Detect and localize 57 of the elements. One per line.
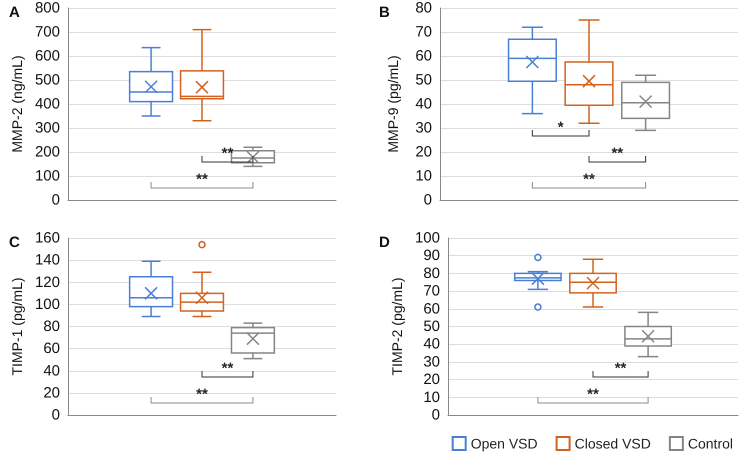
y-tick-label: 120	[34, 274, 60, 291]
y-tick-label: 60	[43, 340, 60, 358]
annotation: **	[222, 360, 234, 377]
y-tick-label: 0	[52, 406, 60, 424]
chart-title: B	[379, 4, 390, 21]
y-tick-label: 30	[423, 353, 440, 370]
y-tick-label: 100	[34, 296, 60, 313]
y-tick-label: 160	[34, 230, 60, 246]
chart-title: D	[379, 234, 390, 251]
y-tick-label: 80	[415, 0, 432, 16]
y-tick-label: 90	[423, 247, 440, 264]
y-tick-label: 70	[415, 24, 432, 40]
y-tick-label: 0	[432, 406, 440, 424]
y-tick-label: 600	[34, 48, 60, 64]
y-tick-label: 0	[424, 192, 432, 208]
y-tick-label: 60	[423, 300, 440, 318]
y-tick-label: 40	[423, 336, 440, 353]
y-axis-title: MMP-9 (pg/mL)	[385, 55, 401, 153]
y-tick-label: 50	[423, 318, 440, 335]
legend-label: Control	[688, 436, 734, 452]
y-tick-label: 800	[34, 0, 60, 16]
y-tick-label: 10	[415, 168, 432, 184]
y-tick-label: 40	[415, 96, 432, 112]
y-tick-label: 100	[414, 230, 440, 246]
annotation: **	[196, 171, 208, 188]
y-tick-label: 80	[43, 318, 60, 335]
y-tick-label: 20	[43, 384, 60, 402]
annotation: **	[587, 386, 599, 403]
annotation: **	[611, 145, 624, 162]
y-tick-label: 40	[43, 362, 60, 380]
y-tick-label: 70	[423, 282, 440, 300]
y-tick-label: 80	[423, 264, 440, 282]
y-tick-label: 500	[34, 72, 60, 88]
annotation: **	[614, 360, 627, 377]
y-tick-label: 700	[34, 24, 60, 40]
y-tick-label: 140	[34, 252, 60, 269]
chart-title: A	[9, 4, 20, 21]
y-tick-label: 200	[34, 144, 60, 160]
chart-title: C	[9, 234, 20, 251]
annotation: **	[196, 386, 208, 403]
y-tick-label: 300	[34, 120, 60, 136]
y-tick-label: 400	[34, 96, 60, 112]
y-axis-title: TIMP-2 (pg/mL)	[389, 277, 406, 376]
legend-label: Closed VSD	[574, 436, 651, 452]
y-tick-label: 20	[415, 144, 432, 160]
y-tick-label: 100	[34, 168, 60, 184]
annotation: **	[583, 171, 595, 188]
y-tick-label: 30	[415, 120, 432, 136]
y-tick-label: 50	[415, 72, 432, 88]
y-axis-title: MMP-2 (ng/mL)	[9, 55, 25, 153]
y-tick-label: 20	[423, 371, 440, 388]
y-tick-label: 0	[52, 192, 60, 208]
y-tick-label: 10	[423, 388, 440, 406]
y-axis-title: TIMP-1 (pg/mL)	[9, 277, 25, 376]
legend-label: Open VSD	[470, 436, 538, 452]
y-tick-label: 60	[415, 48, 432, 64]
annotation: *	[558, 119, 564, 136]
